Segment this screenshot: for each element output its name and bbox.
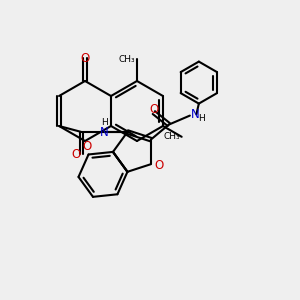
Text: O: O [149, 103, 158, 116]
Text: O: O [80, 52, 90, 64]
Text: H: H [101, 118, 107, 127]
Text: O: O [154, 159, 164, 172]
Text: O: O [82, 140, 91, 153]
Text: N: N [100, 125, 108, 139]
Text: CH₃: CH₃ [119, 55, 136, 64]
Text: N: N [191, 108, 200, 121]
Text: O: O [71, 148, 81, 160]
Text: CH₃: CH₃ [164, 132, 180, 141]
Text: H: H [198, 114, 205, 123]
